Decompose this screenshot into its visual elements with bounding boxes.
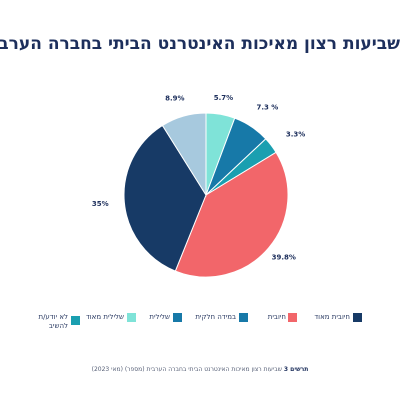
legend-swatch [288,313,297,322]
legend-item-1: חיובית [254,313,298,325]
legend-label: במידה חלקית [195,313,236,321]
legend-swatch [71,316,80,325]
pie-slices [123,112,289,278]
pie-data-label: 3.3% [286,130,305,138]
caption-figure-number: תרשים 3 [283,366,309,373]
chart-title: שביעות רצון מאיכות האינטרנט הביתי בחברה … [0,34,400,54]
legend-swatch [239,313,248,322]
legend-label: חיובית [267,313,286,321]
legend-swatch [173,313,182,322]
pie-data-label: 8.9% [165,94,184,102]
legend-label: לא יודע/ת להשיב [38,313,68,330]
pie-slice [123,124,207,272]
pie-data-label: 7.3 % [256,104,278,112]
caption-text: שביעות רצון מאיכות האינטרנט הביתי בחברה … [91,366,284,373]
pie-data-label: 39.8% [272,254,296,262]
pie-data-label: 5.7% [214,94,233,102]
pie-data-label: 35% [92,200,109,208]
pie-slice [161,112,207,197]
legend-label: שלילית מאוד [85,313,124,321]
chart-legend: חיובית מאוד חיובית במידה חלקית שלילית של… [38,313,362,337]
legend-swatch [353,313,362,322]
legend-label: חיובית מאוד [314,313,350,321]
legend-label: שלילית [149,313,170,321]
pie-slice [174,151,289,278]
legend-swatch [127,313,136,322]
chart-caption: תרשים 3 שביעות רצון מאיכות האינטרנט הבית… [0,366,400,373]
legend-item-0: חיובית מאוד [302,313,362,325]
legend-item-2: במידה חלקית [184,313,248,325]
legend-item-4: שלילית מאוד [82,313,136,325]
pie-labels: 5.7% 7.3 % 3.3% 39.8% 35% 8.9% [92,94,305,261]
legend-item-5: לא יודע/ת להשיב [36,313,80,337]
legend-item-3: שלילית [138,313,182,325]
